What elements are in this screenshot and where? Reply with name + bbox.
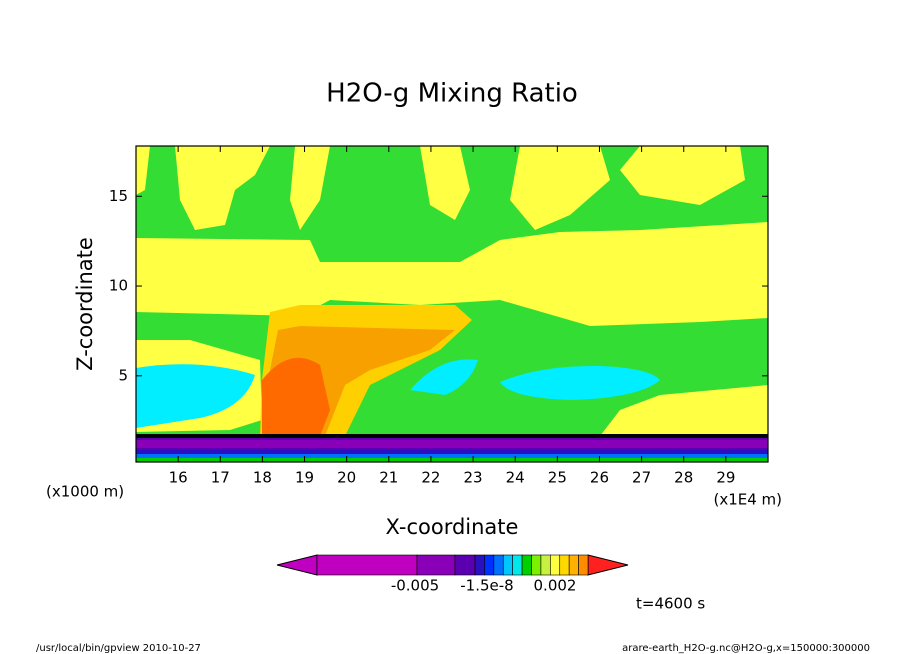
colorbar-segment: [512, 554, 523, 576]
colorbar-segment: [568, 554, 579, 576]
colorbar-segment: [493, 554, 504, 576]
colorbar-segment: [502, 554, 513, 576]
x-tick-label: 16: [169, 469, 188, 487]
y-tick-label: 5: [118, 366, 128, 384]
colorbar-label: -1.5e-8: [460, 577, 513, 595]
colorbar-segment: [578, 554, 589, 576]
x-axis-label: X-coordinate: [386, 515, 519, 539]
time-label: t=4600 s: [636, 595, 705, 613]
colorbar-end: [587, 554, 629, 576]
plot-frame: [135, 145, 769, 463]
colorbar-segment: [416, 554, 456, 576]
contour-field: [136, 146, 768, 462]
colorbar-segment: [454, 554, 476, 576]
colorbar-segment: [316, 554, 418, 576]
chart-title: H2O-g Mixing Ratio: [326, 79, 578, 109]
colorbar-segment: [559, 554, 570, 576]
x-tick-label: 23: [464, 469, 483, 487]
colorbar-label: 0.002: [534, 577, 577, 595]
y-unit: (x1000 m): [46, 483, 124, 501]
x-tick-label: 21: [379, 469, 398, 487]
x-tick-label: 17: [211, 469, 230, 487]
x-tick-label: 25: [548, 469, 567, 487]
x-tick-label: 26: [590, 469, 609, 487]
x-tick-label: 27: [632, 469, 651, 487]
colorbar-segment: [474, 554, 485, 576]
colorbar-segment: [484, 554, 495, 576]
x-unit: (x1E4 m): [713, 491, 782, 509]
x-tick-label: 29: [716, 469, 735, 487]
y-axis-label: Z-coordinate: [73, 237, 97, 371]
colorbar-segment: [540, 554, 551, 576]
colorbar-segment: [521, 554, 532, 576]
x-tick-label: 28: [674, 469, 693, 487]
x-tick-label: 19: [295, 469, 314, 487]
x-tick-label: 22: [421, 469, 440, 487]
footer-right: arare-earth_H2O-g.nc@H2O-g,x=150000:3000…: [622, 643, 870, 654]
x-tick-label: 24: [506, 469, 525, 487]
x-tick-label: 20: [337, 469, 356, 487]
x-tick-label: 18: [253, 469, 272, 487]
colorbar-segment: [531, 554, 542, 576]
colorbar-label: -0.005: [391, 577, 439, 595]
y-tick-label: 10: [109, 277, 128, 295]
colorbar-end: [276, 554, 318, 576]
y-tick-label: 15: [109, 187, 128, 205]
colorbar-segment: [550, 554, 561, 576]
footer-left: /usr/local/bin/gpview 2010-10-27: [36, 643, 201, 654]
